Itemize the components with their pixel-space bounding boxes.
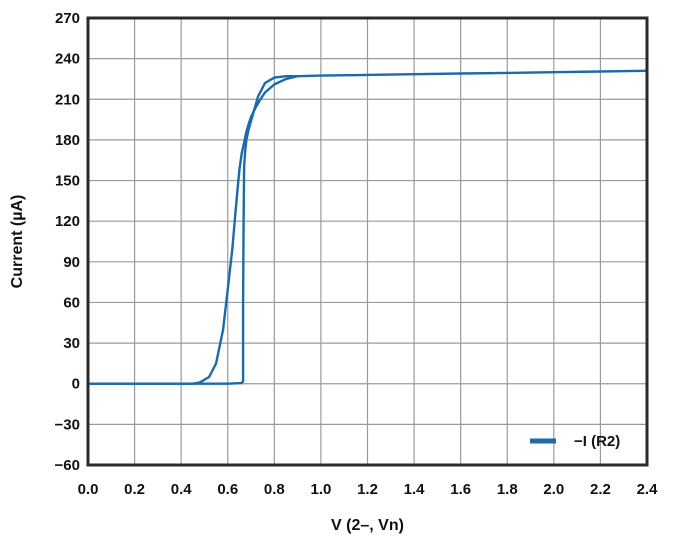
x-tick-label: 1.0 [310,481,331,498]
y-axis-label: Current (µA) [9,195,26,289]
y-tick-labels: −60 −30 0 30 60 90 120 150 180 210 240 270 [55,10,80,474]
y-tick-label: 30 [63,335,80,352]
y-tick-label: 150 [55,173,80,190]
x-tick-label: 1.6 [450,481,471,498]
x-tick-label: 2.4 [637,481,659,498]
y-tick-label: −60 [55,457,80,474]
series-line-forward [86,69,649,385]
plot-frame [86,16,649,467]
y-tick-label: 210 [55,91,80,108]
x-tick-label: 1.4 [404,481,426,498]
x-tick-label: 2.0 [543,481,564,498]
x-tick-label: 0.2 [124,481,145,498]
grid-lines [88,18,647,465]
y-tick-label: 240 [55,51,80,68]
y-tick-label: 90 [63,254,80,271]
x-tick-label: 0.6 [217,481,238,498]
x-axis-label: V (2–, Vn) [331,517,404,534]
y-tick-label: 0 [72,376,80,393]
y-tick-label: 270 [55,10,80,27]
y-tick-label: 180 [55,132,80,149]
series-line-return [86,74,299,385]
y-tick-label: 60 [63,294,80,311]
x-tick-label: 0.0 [78,481,99,498]
x-tick-labels: 0.0 0.2 0.4 0.6 0.8 1.0 1.2 1.4 1.6 1.8 2.0 2.2 2.4 [78,481,659,498]
series-layer [86,69,649,385]
x-tick-label: 0.4 [171,481,193,498]
x-tick-label: 0.8 [264,481,285,498]
x-tick-label: 1.8 [497,481,518,498]
legend: −I (R2) [530,433,620,450]
legend-label: −I (R2) [574,433,620,450]
y-tick-label: 120 [55,213,80,230]
y-tick-label: −30 [55,416,80,433]
x-tick-label: 1.2 [357,481,378,498]
x-tick-label: 2.2 [590,481,611,498]
